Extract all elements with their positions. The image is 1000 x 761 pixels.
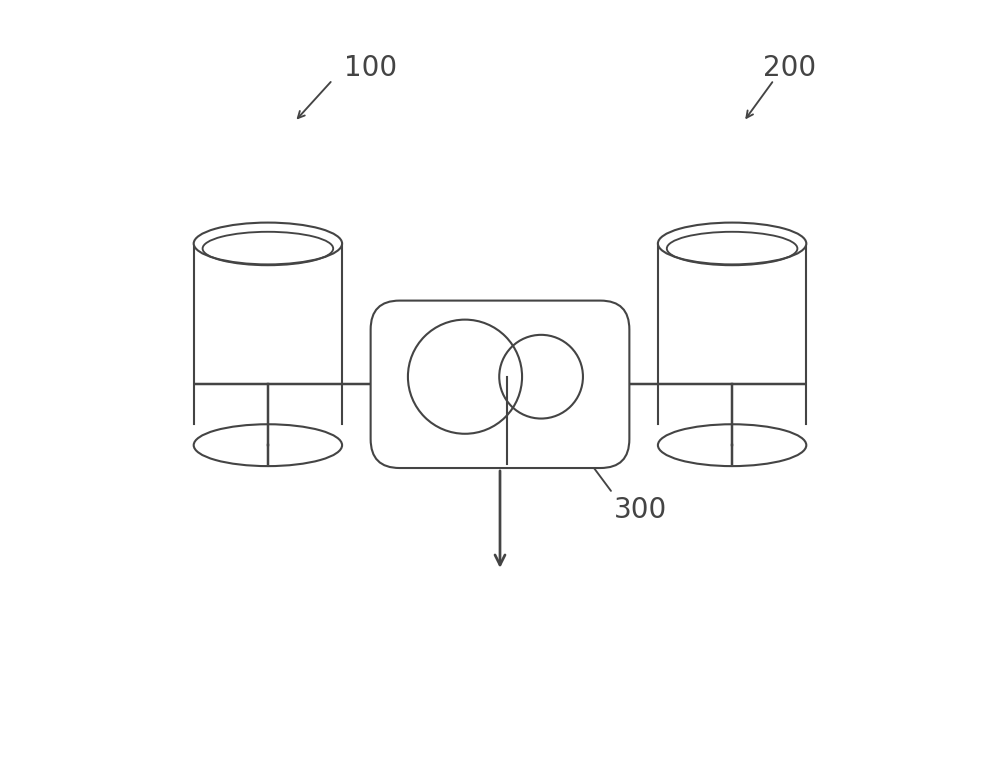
Polygon shape xyxy=(658,244,806,425)
Text: 100: 100 xyxy=(344,55,397,82)
Polygon shape xyxy=(194,244,342,425)
Ellipse shape xyxy=(658,223,806,265)
Text: 200: 200 xyxy=(763,55,816,82)
Ellipse shape xyxy=(194,425,342,466)
Ellipse shape xyxy=(658,425,806,466)
FancyBboxPatch shape xyxy=(371,301,629,468)
Text: 300: 300 xyxy=(614,496,667,524)
Ellipse shape xyxy=(194,223,342,265)
